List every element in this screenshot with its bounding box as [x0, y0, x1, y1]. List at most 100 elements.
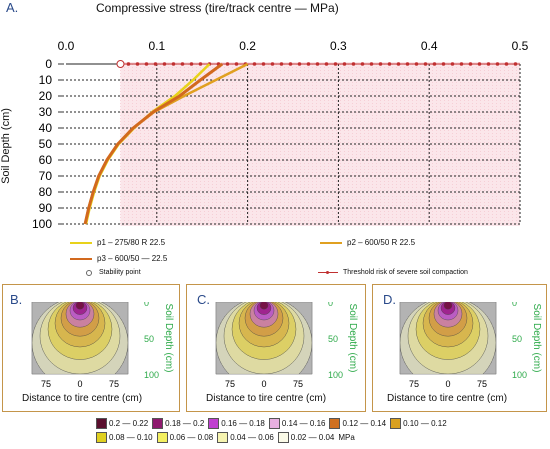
threshold-dot	[306, 62, 311, 66]
threshold-dot	[369, 62, 374, 66]
legend-p2-label: p2 – 600/50 R 22.5	[347, 238, 416, 247]
legend-threshold-label: Threshold risk of severe soil compaction	[343, 269, 468, 276]
panel-c-label: C.	[197, 292, 210, 307]
stress-bulb-8	[443, 302, 453, 310]
y-tick-label: 100	[144, 370, 159, 380]
threshold-dot	[360, 62, 365, 66]
threshold-dot	[315, 62, 320, 66]
y-axis-label: Soil Depth (cm)	[347, 304, 358, 373]
panel-c-chart: 75 0 75 0 50 100 Soil Depth (cm)	[215, 302, 358, 389]
legend-p2: p2 – 600/50 R 22.5	[320, 238, 415, 247]
threshold-dot	[486, 62, 491, 66]
color-legend-swatch	[152, 418, 164, 429]
threshold-dot	[153, 62, 158, 66]
threshold-dot	[261, 62, 266, 66]
threshold-dot	[135, 62, 140, 66]
color-legend-item: 0.04 — 0.06	[217, 432, 274, 443]
threshold-dot	[450, 62, 455, 66]
threshold-dot	[144, 62, 149, 66]
y-tick-label: 40	[39, 121, 53, 135]
y-tick-label: 90	[39, 201, 53, 215]
color-legend-label: 0.12 — 0.14	[342, 419, 387, 428]
threshold-dot	[387, 62, 392, 66]
y-tick-label: 0	[45, 57, 52, 71]
color-legend-item: 0.06 — 0.08	[156, 432, 213, 443]
color-legend-label: 0.02 — 0.04	[290, 433, 335, 442]
threshold-dot	[297, 62, 302, 66]
threshold-dot	[279, 62, 284, 66]
legend-stability-label: Stability point	[99, 269, 141, 276]
series-line-3	[83, 62, 224, 225]
stability-point	[116, 60, 125, 68]
y-tick-label: 100	[32, 217, 52, 231]
threshold-dot-icon	[326, 270, 329, 274]
legend-p3: p3 – 600/50 — 22.5	[70, 254, 167, 263]
panel-b-label: B.	[10, 292, 23, 307]
threshold-dot	[513, 62, 518, 66]
threshold-dot	[351, 62, 356, 66]
y-tick-label: 0	[328, 302, 333, 308]
threshold-dot	[468, 62, 473, 66]
color-legend-item: 0.12 — 0.14	[329, 418, 386, 429]
legend-p1: p1 – 275/80 R 22.5	[70, 238, 165, 247]
color-legend-swatch	[156, 432, 168, 443]
color-legend-swatch	[268, 418, 280, 429]
threshold-dot	[288, 62, 293, 66]
color-legend-label: 0.18 — 0.2	[165, 419, 205, 428]
chart-title: Compressive stress (tire/track centre — …	[96, 1, 339, 15]
x-tick-label: 0.4	[421, 39, 438, 53]
stress-bulb-8	[259, 302, 269, 310]
threshold-dot	[180, 62, 185, 66]
panel-d-frame	[372, 284, 547, 412]
y-tick-label: 100	[512, 370, 527, 380]
y-tick-label: 50	[328, 334, 338, 344]
threshold-dot	[459, 62, 464, 66]
threshold-dot	[477, 62, 482, 66]
main-chart: 0 10 20 30 40 50 60 70 80 90 100 0.0 0.1 0.2 0.3 0.4 0.5	[32, 39, 529, 231]
color-legend-item: 0.10 — 0.12	[390, 418, 447, 429]
x-tick-label: 75	[409, 379, 419, 389]
color-legend-item: 0.08 — 0.10	[96, 432, 153, 443]
threshold-dot	[378, 62, 383, 66]
color-legend-label: 0.08 — 0.10	[109, 433, 153, 442]
y-tick-label: 0	[144, 302, 149, 308]
y-tick-label: 70	[39, 169, 53, 183]
threshold-dot	[225, 62, 230, 66]
panel-b-frame	[2, 284, 180, 412]
color-legend-swatch	[217, 432, 229, 443]
legend-p3-line	[70, 257, 92, 260]
color-legend-swatch	[96, 418, 107, 429]
y-tick-label: 80	[39, 185, 53, 199]
color-legend-swatch	[208, 418, 220, 429]
threshold-dot	[432, 62, 437, 66]
color-legend-label: 0.04 — 0.06	[230, 433, 274, 442]
threshold-dot	[396, 62, 401, 66]
y-tick-label: 100	[328, 370, 343, 380]
panel-d-chart: 75 0 75 0 50 100 Soil Depth (cm)	[399, 302, 542, 389]
color-legend-row-2: 0.08 — 0.10 0.06 — 0.08 0.04 — 0.06 0.02 — …	[96, 432, 355, 443]
x-tick-label: 0.0	[58, 39, 75, 53]
color-legend-item: 0.14 — 0.16	[268, 418, 326, 429]
legend-p2-line	[320, 241, 342, 244]
x-tick-label: 0	[77, 379, 82, 389]
y-tick-label: 50	[512, 334, 522, 344]
threshold-dot	[441, 62, 446, 66]
y-axis-label: Soil Depth (cm)	[531, 304, 542, 373]
color-legend-label: 0.2 — 0.22	[109, 419, 149, 428]
x-tick-label: 0.1	[148, 39, 165, 53]
color-legend-item: 0.2 — 0.22	[96, 418, 148, 429]
threshold-dot	[189, 62, 194, 66]
legend-stability: Stability point	[86, 269, 141, 276]
threshold-dot	[234, 62, 239, 66]
threshold-dot	[126, 62, 131, 66]
x-tick-label: 75	[477, 379, 487, 389]
color-legend-label: 0.16 — 0.18	[221, 419, 265, 428]
color-legend-item: 0.18 — 0.2	[152, 418, 204, 429]
threshold-line-icon	[318, 270, 338, 274]
threshold-zone	[120, 62, 520, 226]
x-tick-label: 75	[109, 379, 119, 389]
color-legend-label: 0.14 — 0.16	[281, 419, 326, 428]
color-legend-swatch	[329, 418, 341, 429]
y-tick-label: 0	[512, 302, 517, 308]
y-tick-label: 30	[39, 105, 53, 119]
